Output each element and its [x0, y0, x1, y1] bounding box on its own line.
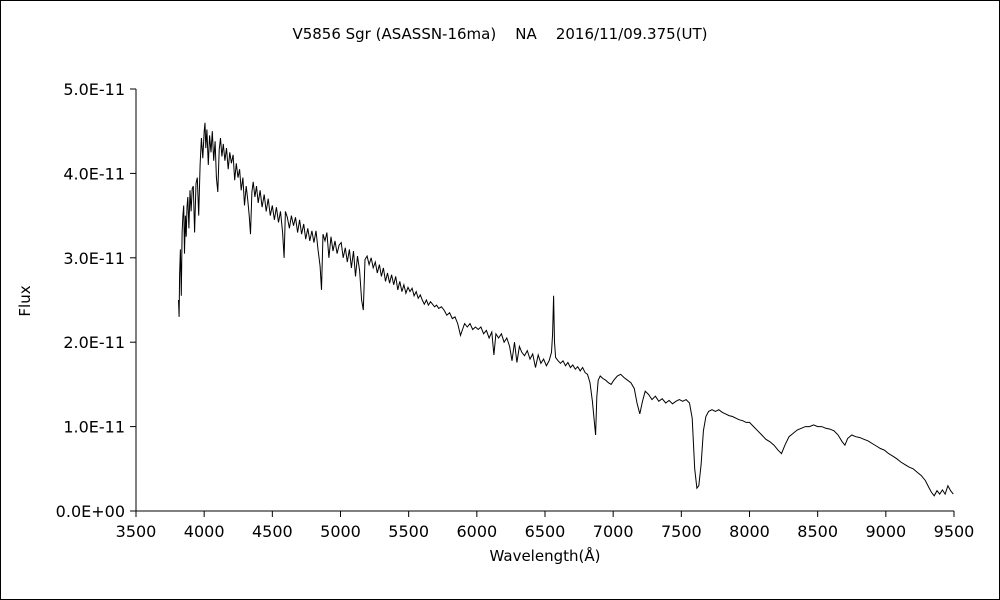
- y-tick-label: 5.0E-11: [63, 80, 125, 99]
- x-tick-label: 3500: [116, 522, 157, 541]
- y-tick-label: 0.0E+00: [56, 502, 125, 521]
- x-tick-label: 7000: [593, 522, 634, 541]
- x-tick-label: 5000: [320, 522, 361, 541]
- x-tick-label: 8500: [797, 522, 838, 541]
- chart-title: V5856 Sgr (ASASSN-16ma) NA 2016/11/09.37…: [292, 25, 708, 43]
- y-tick-label: 3.0E-11: [63, 249, 125, 268]
- y-tick-label: 2.0E-11: [63, 333, 125, 352]
- y-tick-label: 1.0E-11: [63, 418, 125, 437]
- x-tick-label: 8000: [729, 522, 770, 541]
- x-tick-label: 7500: [661, 522, 702, 541]
- x-tick-label: 4500: [252, 522, 293, 541]
- x-tick-label: 9500: [934, 522, 975, 541]
- x-tick-label: 6000: [456, 522, 497, 541]
- x-tick-label: 9000: [865, 522, 906, 541]
- x-tick-label: 4000: [184, 522, 225, 541]
- x-tick-label: 6500: [525, 522, 566, 541]
- x-tick-label: 5500: [388, 522, 429, 541]
- x-axis-label: Wavelength(Å): [489, 547, 601, 565]
- y-tick-label: 4.0E-11: [63, 164, 125, 183]
- spectrum-line: [178, 122, 954, 497]
